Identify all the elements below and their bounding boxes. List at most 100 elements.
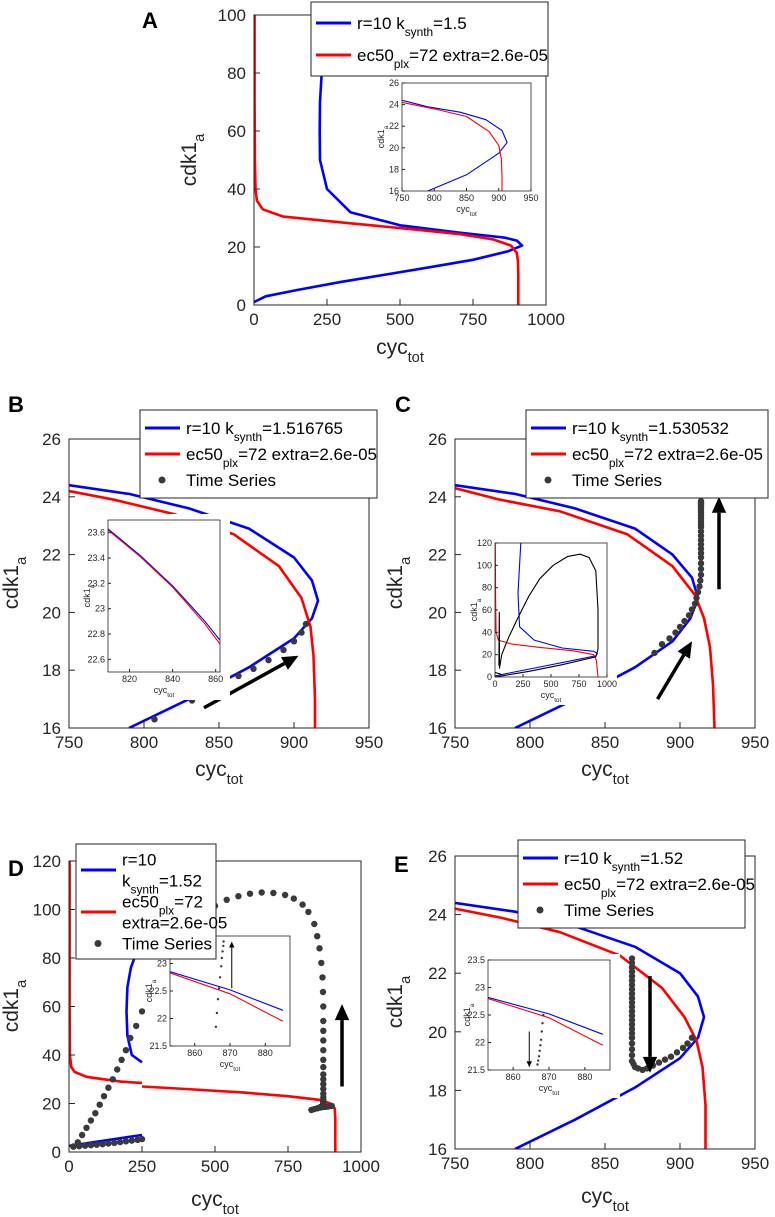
legend: r=10 ksynth=1.5 ec50plx=72 extra=2.6e-05 — [310, 1, 549, 77]
y-axis-label: cdk1a — [0, 556, 30, 609]
inset-series — [495, 671, 502, 676]
inset-time-series-point — [537, 1059, 540, 1062]
inset-plot-area — [495, 543, 599, 677]
x-tick-label: 750 — [274, 1157, 302, 1176]
x-tick-label: 0 — [64, 1157, 73, 1176]
x-tick-label: 860 — [187, 1048, 202, 1058]
y-tick-label: 120 — [477, 538, 492, 548]
series-blue — [455, 483, 700, 728]
time-series-point — [697, 577, 704, 584]
y-tick-label: 22.5 — [467, 1010, 485, 1020]
x-tick-label: 840 — [165, 674, 180, 684]
plot-area — [455, 483, 727, 728]
time-series-point — [127, 1034, 134, 1042]
time-series-point — [290, 638, 298, 645]
time-series-point — [70, 1143, 77, 1150]
time-series-point — [105, 1084, 112, 1091]
time-series-point — [679, 1044, 687, 1052]
legend-entry-label: ec50plx=72 — [122, 893, 203, 918]
series-blue-upper — [125, 942, 144, 1064]
legend-box — [75, 843, 217, 960]
inset-time-series-point — [220, 965, 223, 968]
inset-series — [108, 528, 220, 641]
inset-plot: 860 870 880 21.5 22 22.5 23 23.5 cyctot cdk1a — [462, 954, 620, 1098]
y-tick-label: 22 — [42, 546, 61, 565]
y-tick-label: 20 — [428, 603, 447, 622]
x-tick-label: 900 — [280, 733, 308, 752]
y-tick-label: 20 — [42, 1095, 61, 1114]
time-series-point — [628, 981, 636, 989]
time-series-point — [697, 560, 705, 567]
x-tick-label: 1000 — [527, 310, 565, 329]
inset-plot: 820 840 860 22.6 22.8 23 23.2 23.4 23.6 cyctot cdk… — [82, 514, 230, 700]
y-tick-label: 23.5 — [467, 955, 485, 965]
x-axis-label: cyctot — [195, 758, 243, 788]
x-tick-label: 800 — [427, 193, 442, 203]
time-series-point — [320, 1003, 327, 1010]
y-axis-label: cdk1a — [384, 975, 414, 1028]
y-tick-label: 80 — [482, 583, 492, 593]
legend-entry-label: r=10 — [122, 851, 157, 870]
series-red — [141, 1085, 337, 1152]
inset-plot-area — [108, 528, 220, 645]
y-tick-label: 21.5 — [467, 1065, 485, 1075]
time-series-point — [328, 1102, 335, 1110]
time-series-point — [316, 945, 323, 952]
time-series-point — [265, 656, 272, 664]
time-series-point — [697, 497, 705, 505]
x-tick-label: 850 — [591, 1154, 619, 1173]
time-series-point — [320, 1063, 327, 1071]
x-tick-label: 800 — [130, 733, 158, 752]
direction-arrow — [203, 655, 299, 710]
inset-background — [86, 514, 230, 700]
x-tick-label: 850 — [591, 733, 619, 752]
inset-background — [466, 954, 620, 1098]
inset-series — [495, 543, 599, 677]
y-tick-label: 18 — [428, 661, 447, 680]
time-series-point — [314, 933, 321, 940]
x-axis-label: cyctot — [191, 1188, 239, 1217]
x-tick-label: 850 — [205, 733, 233, 752]
y-tick-label: 16 — [42, 719, 61, 738]
x-tick-label: 500 — [201, 1157, 229, 1176]
inset-y-axis-label: cdk1a — [82, 584, 96, 607]
y-tick-label: 26 — [389, 78, 399, 88]
time-series-point — [628, 964, 636, 971]
time-series-point — [628, 1003, 636, 1011]
y-tick-label: 22 — [428, 546, 447, 565]
direction-arrow-shaft — [203, 661, 286, 710]
legend-marker — [158, 476, 166, 484]
time-series-point — [693, 594, 700, 602]
x-tick-label: 870 — [541, 1072, 556, 1082]
time-series-point — [290, 895, 297, 902]
y-tick-label: 100 — [218, 6, 246, 25]
y-tick-label: 18 — [389, 164, 399, 174]
inset-time-series-point — [222, 940, 225, 943]
x-tick-label: 750 — [459, 310, 487, 329]
time-series-point — [298, 629, 305, 636]
time-series-point — [87, 1142, 95, 1149]
y-tick-label: 20 — [389, 143, 399, 153]
inset-background — [380, 77, 541, 219]
time-series-point — [93, 1141, 100, 1148]
x-tick-label: 0 — [249, 310, 258, 329]
time-series-point — [628, 1021, 636, 1028]
time-series-point — [628, 1034, 636, 1041]
time-series-point — [628, 1052, 636, 1059]
time-series-point — [628, 1046, 636, 1053]
x-tick-label: 950 — [355, 733, 383, 752]
time-series-point — [651, 649, 658, 657]
time-series-point — [320, 1056, 327, 1064]
time-series-point — [628, 1040, 636, 1047]
legend-marker — [94, 940, 102, 947]
legend-entry-label: r=10 ksynth=1.516765 — [186, 419, 343, 444]
time-series-point — [250, 665, 257, 672]
time-series-point — [697, 571, 705, 578]
inset-time-series-point — [220, 956, 224, 960]
x-tick-label: 250 — [128, 1157, 156, 1176]
time-series-point — [118, 1056, 125, 1064]
y-tick-label: 22.5 — [149, 986, 167, 996]
y-axis-label: cdk1a — [0, 979, 30, 1032]
